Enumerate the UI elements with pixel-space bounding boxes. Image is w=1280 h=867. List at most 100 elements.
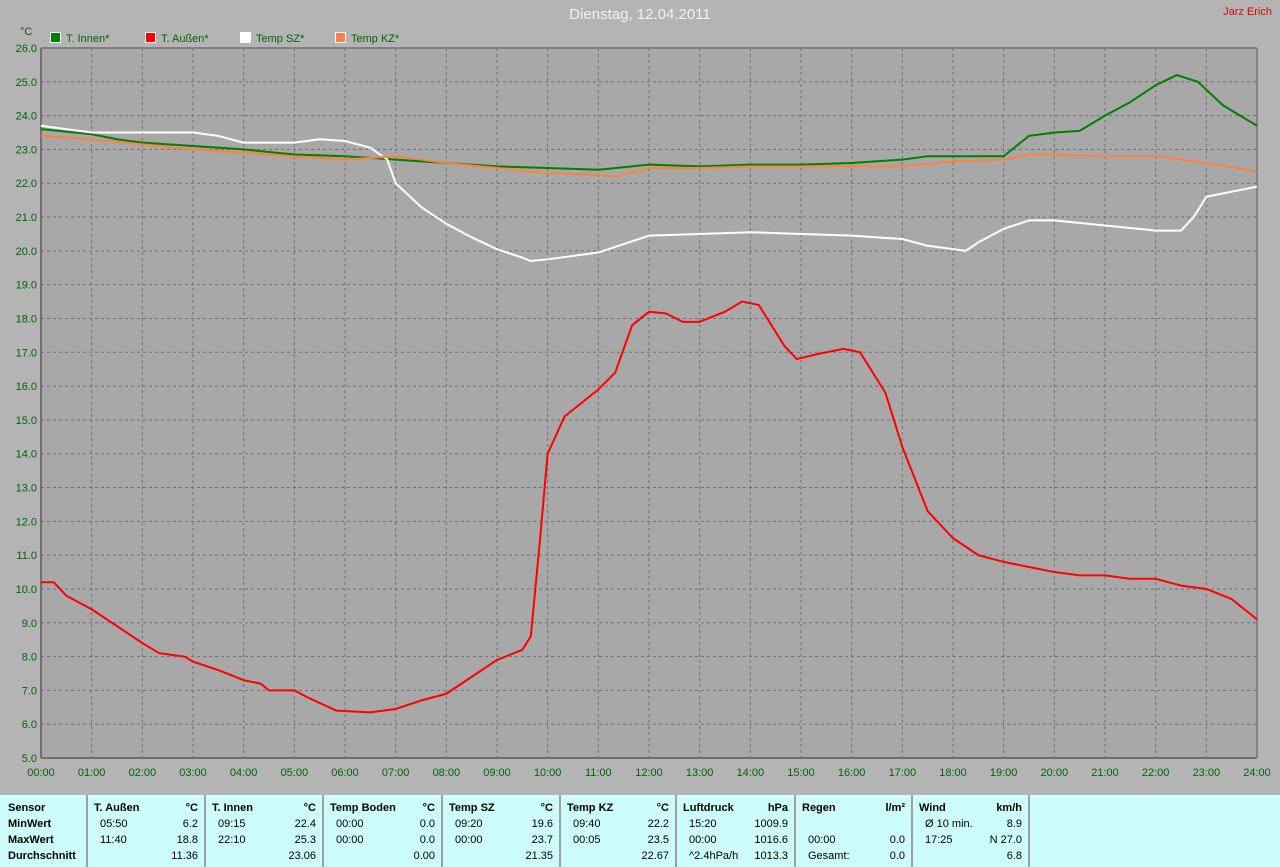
stat-value: 11.36 xyxy=(171,850,198,862)
stat-value: 0.0 xyxy=(419,834,435,846)
legend-item: Temp SZ* xyxy=(240,32,304,45)
column-header: Temp KZ xyxy=(567,802,614,814)
stat-value: 1009.9 xyxy=(754,818,788,830)
y-tick-label: 24.0 xyxy=(16,111,37,123)
legend-label: Temp SZ* xyxy=(256,33,305,45)
x-tick-label: 09:00 xyxy=(483,767,511,779)
stat-time: 00:00 xyxy=(336,818,364,830)
x-tick-label: 12:00 xyxy=(635,767,663,779)
x-tick-label: 01:00 xyxy=(78,767,106,779)
column-divider xyxy=(794,795,796,867)
stat-value: 0.0 xyxy=(889,850,905,862)
x-tick-label: 06:00 xyxy=(331,767,359,779)
stat-value: 22.4 xyxy=(294,818,316,830)
y-tick-label: 14.0 xyxy=(16,449,37,461)
stat-time: 15:20 xyxy=(689,818,717,830)
y-tick-label: 19.0 xyxy=(16,280,37,292)
legend-label: T. Außen* xyxy=(161,33,209,45)
x-tick-label: 14:00 xyxy=(737,767,765,779)
legend-swatch xyxy=(240,32,251,43)
y-tick-label: 12.0 xyxy=(16,516,37,528)
x-tick-label: 05:00 xyxy=(281,767,309,779)
series-line-2 xyxy=(40,124,1258,262)
stat-time: 09:40 xyxy=(573,818,601,830)
y-tick-label: 8.0 xyxy=(22,652,37,664)
x-tick-label: 07:00 xyxy=(382,767,410,779)
column-header: T. Innen xyxy=(212,802,253,814)
column-divider xyxy=(911,795,913,867)
x-tick-label: 15:00 xyxy=(787,767,815,779)
column-header: Temp SZ xyxy=(449,802,495,814)
column-unit: °C xyxy=(185,802,198,814)
chart-title: Dienstag, 12.04.2011 xyxy=(569,6,711,23)
stat-time: 00:05 xyxy=(573,834,601,846)
x-tick-label: 18:00 xyxy=(939,767,967,779)
y-tick-label: 6.0 xyxy=(22,719,37,731)
column-unit: km/h xyxy=(996,802,1022,814)
statistics-table: Sensor MinWert MaxWert Durchschnitt T. Außen… xyxy=(0,795,1280,867)
x-tick-label: 03:00 xyxy=(179,767,207,779)
stat-value: 19.6 xyxy=(531,818,553,830)
x-tick-label: 13:00 xyxy=(686,767,714,779)
stat-time: ^2.4hPa/h xyxy=(689,850,739,862)
stat-value: 6.8 xyxy=(1006,850,1022,862)
x-tick-label: 08:00 xyxy=(433,767,461,779)
x-tick-label: 20:00 xyxy=(1041,767,1069,779)
legend-label: Temp KZ* xyxy=(351,33,400,45)
y-tick-label: 11.0 xyxy=(16,550,37,562)
y-tick-label: 7.0 xyxy=(22,685,37,697)
x-tick-label: 22:00 xyxy=(1142,767,1170,779)
temperature-chart: 5.0 6.0 7.0 8.0 9.0 10.0 11.0 12.0 13.0 14.0 15.0 1… xyxy=(16,43,1271,779)
stat-value: 22.67 xyxy=(641,850,669,862)
stat-time: 00:00 xyxy=(808,834,836,846)
column-header: Luftdruck xyxy=(683,802,734,814)
column-divider xyxy=(675,795,677,867)
stat-value: 22.2 xyxy=(647,818,669,830)
stat-value: 1013.3 xyxy=(754,850,788,862)
column-unit: hPa xyxy=(767,802,788,814)
y-tick-label: 25.0 xyxy=(16,77,37,89)
stat-value: 23.06 xyxy=(288,850,316,862)
row-label: MaxWert xyxy=(8,834,54,846)
column-divider xyxy=(1028,795,1030,867)
stat-time: Gesamt: xyxy=(808,850,850,862)
x-tick-label: 00:00 xyxy=(27,767,55,779)
stat-value: 0.00 xyxy=(413,850,435,862)
legend-swatch xyxy=(335,32,346,43)
stat-time: 00:00 xyxy=(455,834,483,846)
stat-time: 09:15 xyxy=(218,818,246,830)
column-divider xyxy=(441,795,443,867)
legend-swatch xyxy=(145,32,156,43)
stat-value: 18.8 xyxy=(176,834,198,846)
x-tick-label: 16:00 xyxy=(838,767,866,779)
column-header: Wind xyxy=(919,802,946,814)
series-line-1 xyxy=(41,300,1258,714)
x-tick-label: 17:00 xyxy=(889,767,917,779)
y-tick-label: 22.0 xyxy=(16,178,37,190)
stat-value: 23.7 xyxy=(531,834,553,846)
x-tick-label: 10:00 xyxy=(534,767,562,779)
y-tick-label: 13.0 xyxy=(16,483,37,495)
column-unit: °C xyxy=(540,802,553,814)
stat-time: 22:10 xyxy=(218,834,246,846)
y-tick-label: 10.0 xyxy=(16,584,37,596)
stat-time: 17:25 xyxy=(925,834,953,846)
y-tick-label: 15.0 xyxy=(16,415,37,427)
x-tick-label: 11:00 xyxy=(585,767,612,779)
y-tick-label: 21.0 xyxy=(16,212,37,224)
stat-value: 0.0 xyxy=(889,834,905,846)
legend-item: T. Außen* xyxy=(145,32,209,45)
stat-time: Ø 10 min. xyxy=(925,818,973,830)
series-line-3 xyxy=(40,134,1258,178)
column-unit: °C xyxy=(422,802,435,814)
column-header: T. Außen xyxy=(94,802,140,814)
stat-value: N 27.0 xyxy=(989,834,1022,846)
y-tick-label: 16.0 xyxy=(16,381,37,393)
stat-value: 8.9 xyxy=(1006,818,1022,830)
column-header: Regen xyxy=(802,802,836,814)
author-label: Jarz Erich xyxy=(1223,6,1272,18)
column-divider xyxy=(559,795,561,867)
stat-value: 25.3 xyxy=(294,834,316,846)
column-unit: l/m² xyxy=(885,802,905,814)
column-unit: °C xyxy=(656,802,669,814)
